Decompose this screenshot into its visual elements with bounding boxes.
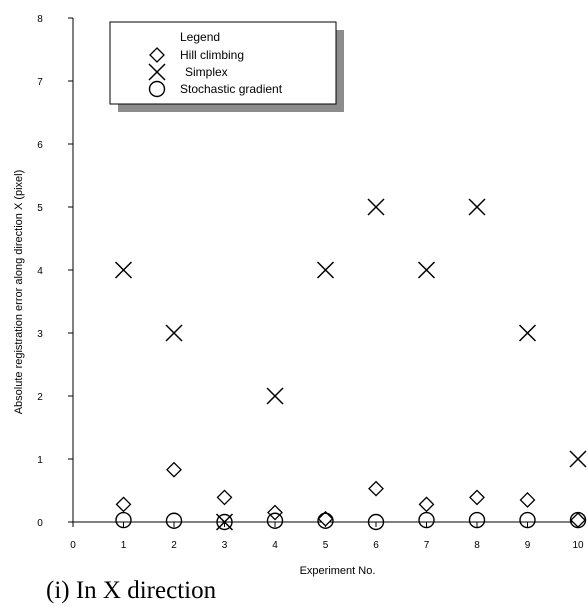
legend-entry-hill-climbing-marker xyxy=(149,47,165,63)
simplex-point xyxy=(165,324,183,342)
stochastic-gradient-point xyxy=(569,511,587,529)
legend-title: Legend xyxy=(180,30,220,44)
y-tick-label: 1 xyxy=(37,455,43,466)
figure-caption: (i) In X direction xyxy=(46,577,217,604)
simplex-point xyxy=(417,261,436,279)
x-tick-label: 9 xyxy=(525,540,531,551)
legend-entry-stochastic-gradient-marker xyxy=(148,80,166,98)
x-axis-label: Experiment No. xyxy=(300,565,376,577)
simplex-point xyxy=(569,450,587,468)
y-tick-label: 0 xyxy=(37,518,43,529)
x-tick-label: 2 xyxy=(171,540,177,551)
simplex-point xyxy=(114,261,133,279)
y-axis-label: Absolute registration error along direct… xyxy=(13,170,25,415)
hill-climbing-point xyxy=(317,510,334,527)
simplex-point xyxy=(367,198,385,216)
hill-climbing-point xyxy=(216,489,233,506)
stochastic-gradient-point xyxy=(165,512,183,529)
legend-entry-simplex-marker xyxy=(148,63,166,81)
legend-entries: Hill climbing Simplex Stochastic gradient xyxy=(148,47,283,98)
y-tick-label: 3 xyxy=(37,329,43,340)
simplex-point xyxy=(316,261,335,279)
y-tick-label: 7 xyxy=(37,77,43,88)
hill-climbing-point xyxy=(418,496,435,513)
stochastic-gradient-point xyxy=(115,511,132,529)
y-tick-label: 4 xyxy=(37,266,43,277)
legend-entry-stochastic-gradient-label: Stochastic gradient xyxy=(180,82,283,96)
stochastic-gradient-point xyxy=(418,511,435,529)
x-axis-ticks: 0 1 2 3 4 5 6 7 8 9 10 xyxy=(70,522,584,551)
hill-climbing-point xyxy=(166,461,182,478)
hill-climbing-point xyxy=(368,480,384,497)
x-tick-label: 10 xyxy=(572,540,584,551)
x-tick-label: 5 xyxy=(323,540,329,551)
legend-box xyxy=(109,21,337,105)
stochastic-gradient-point xyxy=(468,511,486,529)
y-axis-ticks: 0 1 2 3 4 5 6 7 8 xyxy=(37,14,73,529)
x-tick-label: 6 xyxy=(373,540,379,551)
simplex-point xyxy=(518,324,537,342)
y-tick-label: 6 xyxy=(37,140,43,151)
stochastic-gradient-point xyxy=(519,511,536,529)
y-tick-label: 2 xyxy=(37,392,43,403)
stochastic-gradient-point xyxy=(367,513,385,531)
x-tick-label: 3 xyxy=(222,540,228,551)
y-tick-label: 5 xyxy=(37,203,43,214)
simplex-point xyxy=(468,198,486,216)
stochastic-gradient-point xyxy=(317,512,334,529)
x-tick-label: 4 xyxy=(272,540,278,551)
hill-climbing-point xyxy=(519,492,536,508)
stochastic-gradient-point xyxy=(216,513,233,531)
legend: Legend Hill climbing Simplex Stochastic gr… xyxy=(109,21,344,112)
x-tick-label: 7 xyxy=(424,540,430,551)
simplex-point xyxy=(266,387,284,405)
legend-entry-simplex-label: Simplex xyxy=(185,65,228,79)
x-tick-label: 0 xyxy=(70,540,76,551)
x-tick-label: 8 xyxy=(474,540,480,551)
legend-entry-hill-climbing-label: Hill climbing xyxy=(180,48,244,62)
y-tick-label: 8 xyxy=(37,14,43,25)
hill-climbing-point xyxy=(115,496,132,513)
data-points xyxy=(114,198,587,531)
x-tick-label: 1 xyxy=(121,540,127,551)
hill-climbing-point xyxy=(469,489,485,506)
stochastic-gradient-point xyxy=(266,512,284,529)
